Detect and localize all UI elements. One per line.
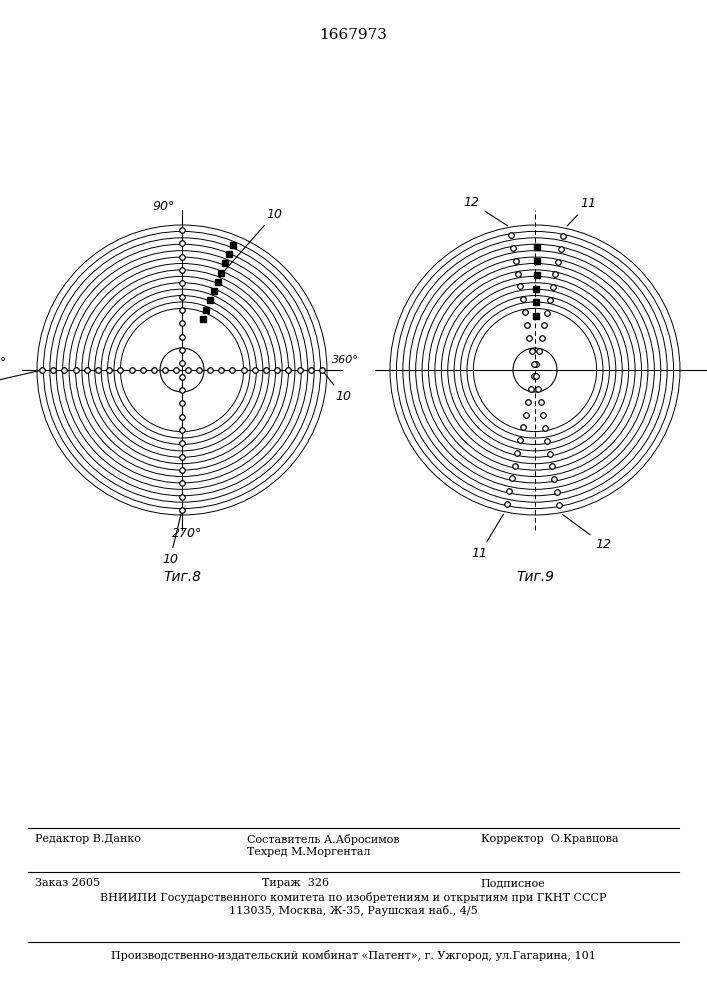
Text: 12: 12 — [563, 514, 611, 551]
Text: 12: 12 — [464, 196, 508, 226]
Text: Производственно-издательский комбинат «Патент», г. Ужгород, ул.Гагарина, 101: Производственно-издательский комбинат «П… — [111, 950, 596, 961]
Text: 10: 10 — [162, 513, 182, 566]
Text: Корректор  О.Кравцова: Корректор О.Кравцова — [481, 834, 619, 844]
Text: 113035, Москва, Ж-35, Раушская наб., 4/5: 113035, Москва, Ж-35, Раушская наб., 4/5 — [229, 905, 478, 916]
Text: ВНИИПИ Государственного комитета по изобретениям и открытиям при ГКНТ СССР: ВНИИПИ Государственного комитета по изоб… — [100, 892, 607, 903]
Text: 10: 10 — [324, 372, 351, 403]
Text: Тираж  326: Тираж 326 — [262, 878, 329, 888]
Text: 10: 10 — [0, 371, 40, 391]
Text: 180°: 180° — [0, 356, 7, 368]
Text: Заказ 2605: Заказ 2605 — [35, 878, 100, 888]
Text: Техред М.Моргентал: Техред М.Моргентал — [247, 847, 371, 857]
Text: Τиг.8: Τиг.8 — [163, 570, 201, 584]
Text: Τиг.9: Τиг.9 — [516, 570, 554, 584]
Text: 1667973: 1667973 — [320, 28, 387, 42]
Text: 10: 10 — [222, 208, 282, 274]
Text: 11: 11 — [567, 197, 596, 226]
Text: Редактор В.Данко: Редактор В.Данко — [35, 834, 141, 844]
Text: 270°: 270° — [172, 527, 202, 540]
Text: 90°: 90° — [153, 200, 175, 213]
Text: Составитель А.Абросимов: Составитель А.Абросимов — [247, 834, 400, 845]
Text: Подписное: Подписное — [481, 878, 546, 888]
Text: 11: 11 — [472, 514, 503, 560]
Text: 360°: 360° — [332, 355, 359, 365]
